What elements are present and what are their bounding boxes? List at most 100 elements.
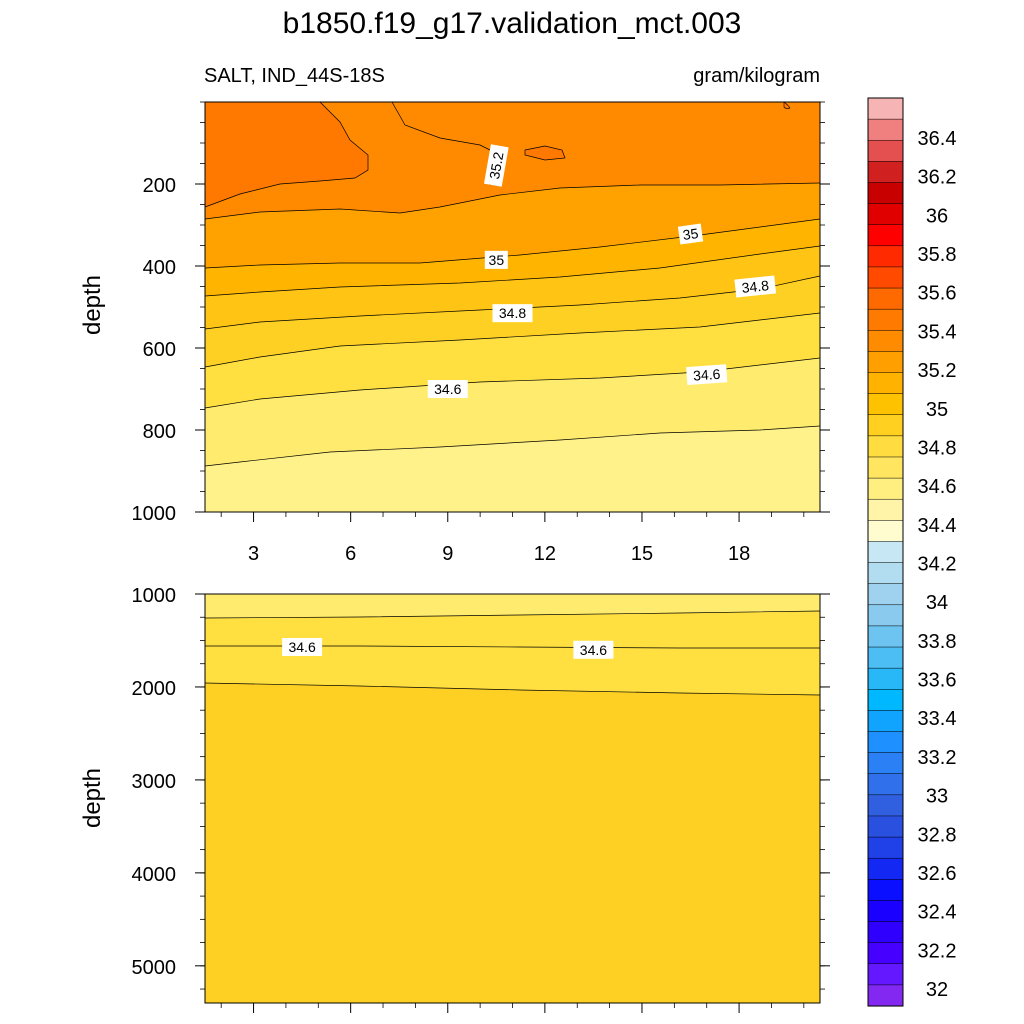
lower-y-axis-label: depth [79,768,106,828]
colorbar-label: 34.6 [918,476,957,498]
contour-label: 34.6 [686,364,728,386]
units-label: gram/kilogram [693,65,820,87]
colorbar-swatch [867,667,904,690]
colorbar-swatch [867,773,904,796]
contour-corner-blob [783,101,791,110]
lower-panel: 34.6 34.6 1000 2000 3000 4000 5000 [132,585,830,1013]
colorbar-label: 32.4 [918,902,957,924]
colorbar-swatch [867,182,904,205]
left-subtitle: SALT, IND_44S-18S [204,65,385,87]
contour-34-75-line [204,245,821,297]
colorbar-swatch [867,710,904,733]
colorbar-swatch [867,351,904,374]
colorbar-swatch [867,541,904,564]
colorbar-label: 34.4 [918,515,957,537]
colorbar-swatch [867,477,904,500]
contour-island [524,145,566,161]
contour-label-box [686,364,728,386]
contour-label-text: 34.6 [693,366,722,384]
y-tick-label: 4000 [132,864,177,886]
chart-title: b1850.f19_g17.validation_mct.003 [283,7,742,40]
x-tick-label: 12 [534,543,556,565]
y-tick-label: 3000 [132,771,177,793]
x-tick-label: 6 [345,543,356,565]
colorbar-swatch [867,97,904,120]
colorbar-swatch [867,139,904,162]
colorbar-swatch [867,794,904,817]
colorbar-swatch [867,224,904,247]
colorbar-label: 35 [926,399,948,421]
colorbar-label: 33 [926,786,948,808]
colorbar-swatch [867,435,904,458]
colorbar-swatch [867,689,904,711]
colorbar-label: 33.6 [918,670,957,692]
contour-35-1-band [205,102,820,219]
upper-contour-labels: 35.2 35 35 34.8 34.8 34.6 34.6 [427,144,777,398]
colorbar-swatch [867,984,904,1007]
colorbar-swatch [867,836,904,859]
lower-band-34-5 [205,594,820,695]
upper-contour-fills [205,101,820,512]
contour-label-box [427,380,468,398]
colorbar-swatch [867,646,904,669]
colorbar-swatch [867,857,904,880]
colorbar-label: 32.8 [918,824,957,846]
contour-label-box [573,640,614,659]
colorbar-label: 32.6 [918,863,957,885]
contour-label-box [483,144,509,187]
colorbar-frame [867,97,904,1007]
lower-band-34-4 [205,594,820,618]
contour-label-text: 34.6 [434,381,461,397]
y-tick-label: 800 [143,421,176,443]
upper-panel: 35.2 35 35 34.8 34.8 34.6 34.6 200 400 600 800 100… [132,101,830,525]
colorbar-swatch [867,520,904,542]
contour-label-text: 35 [682,225,700,243]
y-tick-label: 600 [143,339,176,361]
contour-35-1-line [204,182,821,220]
lower-contour-line-3 [204,682,821,696]
colorbar-swatch [867,731,904,754]
y-tick-label: 400 [143,257,176,279]
contour-34-4-line [204,425,821,467]
colorbar-label: 34 [926,592,948,614]
colorbar-swatch [867,245,904,268]
colorbar-swatch [867,562,904,585]
contour-34-6-line [204,312,821,368]
contour-label-text: 34.8 [499,305,526,321]
colorbar-swatch [867,921,904,944]
lower-contour-line-1 [204,610,821,619]
contour-label: 35 [484,250,508,269]
colorbar-label: 32.2 [918,940,957,962]
colorbar-label: 36.2 [918,167,957,189]
colorbar-swatch [867,498,904,521]
colorbar-label: 33.4 [918,708,957,730]
colorbar-swatch [867,900,904,923]
contour-label-box [734,275,777,298]
contour-label-text: 34.6 [580,642,607,658]
contour-label: 34.8 [492,304,533,323]
upper-axes: 200 400 600 800 1000 [132,101,830,525]
colorbar-swatch [867,583,904,606]
colorbar-label: 36 [926,205,948,227]
colorbar-swatch [867,161,904,184]
x-tick-label: 18 [728,543,750,565]
colorbar-label: 36.4 [918,128,957,150]
contour-35-3-line [204,101,369,208]
colorbar-swatch [867,372,904,395]
colorbar-label: 34.8 [918,437,957,459]
contour-label-box [677,223,704,245]
colorbar-label: 32 [926,979,948,1001]
lower-contour-labels: 34.6 34.6 [282,637,614,659]
contour-35-3-band [205,102,368,207]
contour-label-text: 35 [489,252,505,268]
colorbar-swatch [867,330,904,352]
colorbar-swatch [867,963,904,986]
colorbar-swatch [867,752,904,775]
colorbar-swatch [867,456,904,479]
x-axis-tick-labels: 3 6 9 12 15 18 [248,543,750,565]
contour-label-text: 34.6 [288,639,315,655]
lower-axes: 1000 2000 3000 4000 5000 [132,585,830,1013]
colorbar-swatch [867,879,904,901]
